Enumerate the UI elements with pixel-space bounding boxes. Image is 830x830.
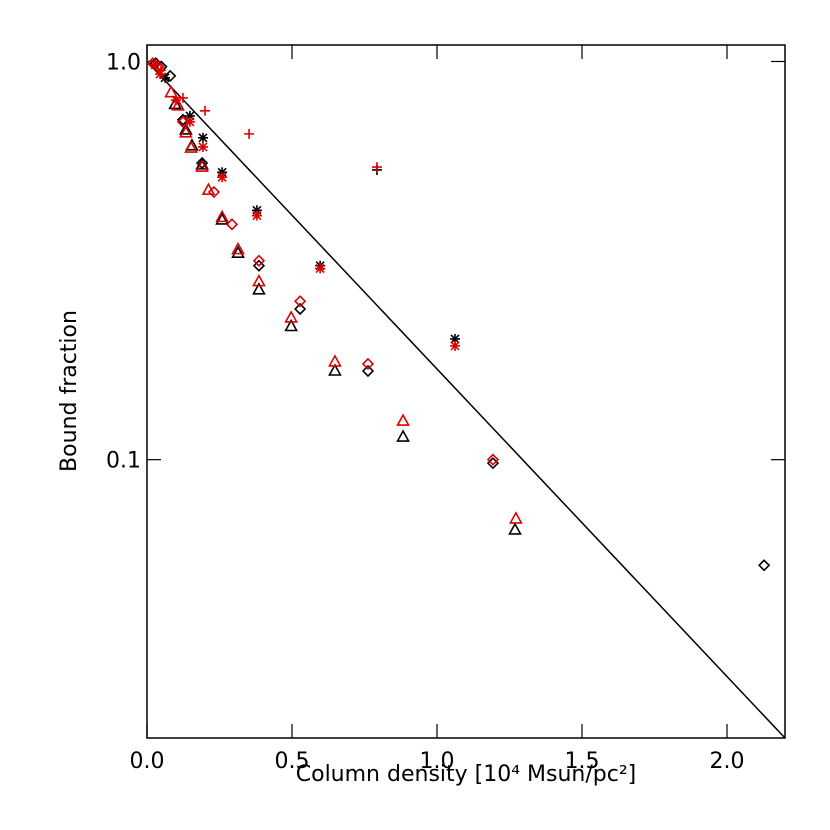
x-tick-label: 2.0	[710, 749, 745, 774]
data-point	[244, 128, 255, 139]
data-point	[757, 559, 771, 572]
data-point	[215, 209, 229, 223]
data-point	[179, 125, 193, 138]
data-point	[171, 95, 181, 106]
data-point	[328, 354, 342, 367]
data-point	[509, 511, 523, 524]
data-point	[207, 185, 221, 199]
data-point	[396, 413, 410, 426]
data-point	[176, 115, 190, 129]
data-point	[293, 302, 307, 316]
data-point	[195, 157, 209, 170]
data-point	[195, 159, 209, 172]
data-point	[195, 156, 209, 170]
data-point	[184, 116, 195, 127]
data-point	[449, 333, 460, 344]
data-point	[284, 318, 298, 332]
data-point	[252, 259, 266, 272]
data-point	[201, 182, 216, 196]
y-tick-label: 0.1	[106, 449, 141, 474]
data-point	[486, 457, 500, 470]
x-tick-label: 0.0	[130, 749, 165, 774]
data-point	[215, 212, 229, 225]
x-axis-label: Column density [10⁴ Msun/pc²]	[296, 762, 637, 787]
data-point	[164, 69, 177, 83]
data-point	[284, 310, 298, 323]
data-point	[252, 254, 266, 267]
data-point	[252, 282, 266, 295]
data-point	[184, 110, 195, 121]
data-point	[225, 218, 239, 231]
data-point	[251, 205, 262, 216]
data-point	[184, 140, 198, 153]
data-point	[155, 69, 166, 80]
data-point	[177, 92, 188, 103]
data-point	[150, 59, 161, 70]
plot-frame	[146, 44, 786, 739]
x-tick-label: 1.5	[565, 749, 600, 774]
data-point	[197, 141, 208, 152]
x-tick-label: 0.5	[275, 749, 310, 774]
data-point	[361, 364, 375, 378]
data-point	[200, 105, 210, 116]
data-point	[315, 263, 326, 274]
data-point	[252, 273, 266, 287]
data-point	[231, 241, 245, 255]
data-point	[155, 65, 166, 76]
data-point	[508, 522, 522, 535]
data-point	[361, 357, 375, 371]
data-point	[486, 453, 500, 466]
y-axis-label: Bound fraction	[57, 310, 82, 472]
model-line	[146, 60, 786, 739]
y-tick-label: 1.0	[106, 50, 141, 75]
data-point	[164, 85, 178, 98]
data-point	[251, 210, 262, 221]
data-point	[179, 122, 193, 135]
data-point	[217, 172, 228, 183]
data-point	[449, 340, 460, 351]
x-tick-label: 1.0	[420, 749, 455, 774]
data-point	[371, 162, 382, 173]
data-point	[159, 72, 170, 83]
data-point	[396, 429, 410, 442]
data-point	[293, 295, 307, 308]
data-point	[231, 245, 245, 259]
data-point	[197, 132, 208, 143]
data-point	[328, 363, 342, 376]
